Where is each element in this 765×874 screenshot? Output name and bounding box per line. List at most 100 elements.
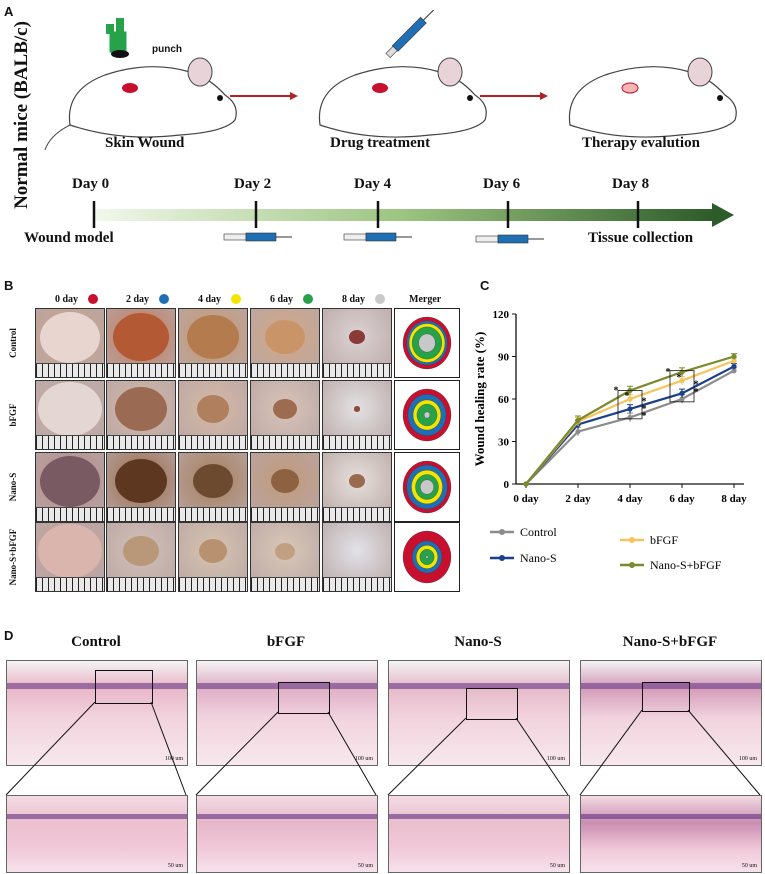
day-color-dot	[303, 294, 313, 304]
day-color-dot	[231, 294, 241, 304]
wound-photo	[322, 452, 392, 522]
syringe-row	[223, 232, 544, 244]
panel-d-letter: D	[4, 628, 14, 643]
y-tick-label: 30	[498, 437, 510, 449]
data-point	[627, 414, 633, 421]
data-point	[575, 428, 581, 435]
step-drug-treatment: Drug treatment	[330, 135, 431, 151]
panel-a-letter: A	[4, 4, 14, 19]
histology-group-title: bFGF	[266, 634, 306, 650]
ruler	[179, 435, 247, 449]
wound-photo	[250, 452, 320, 522]
row-label: Nano-S+bFGF	[8, 528, 18, 586]
wound-area	[115, 458, 167, 504]
significance-star: *	[666, 367, 671, 378]
data-point	[627, 396, 633, 402]
significance-star: *	[694, 380, 699, 391]
legend-label: Nano-S	[520, 551, 557, 565]
mouse-icon	[318, 57, 487, 138]
wound-photo	[178, 452, 248, 522]
ruler	[36, 435, 104, 449]
zoom-region-box	[278, 682, 330, 714]
significance-star: *	[642, 397, 647, 408]
wound-photo	[106, 522, 176, 592]
wound-area	[38, 381, 102, 437]
day-column-header: 2 day	[126, 294, 150, 305]
day-column-header: 4 day	[198, 294, 222, 305]
wound-photo	[322, 308, 392, 378]
x-tick-label: 8 day	[721, 493, 747, 505]
ruler	[179, 507, 247, 521]
histology-zoom-image: 50 um	[388, 795, 570, 873]
histology-group-title: Nano-S+bFGF	[622, 634, 718, 650]
wound-photo	[106, 452, 176, 522]
zoom-region-box	[642, 682, 690, 712]
wound-photo	[106, 380, 176, 450]
significance-star: *	[614, 385, 619, 396]
wound-area	[271, 469, 299, 493]
ruler	[251, 363, 319, 377]
data-point	[731, 363, 737, 370]
data-point	[679, 377, 685, 384]
wound-area	[40, 311, 100, 363]
timeline-day-2: Day 2	[234, 176, 272, 192]
wound-photo	[35, 452, 105, 522]
mouse-icon	[44, 57, 237, 150]
legend-label: Nano-S+bFGF	[650, 558, 722, 572]
data-point	[575, 417, 581, 423]
wound-photo	[322, 380, 392, 450]
day-column-header: 8 day	[342, 294, 366, 305]
legend-marker	[629, 537, 635, 543]
scale-bar-label: 100 um	[164, 756, 183, 762]
merger-image	[394, 380, 460, 450]
ruler	[107, 507, 175, 521]
ruler	[107, 435, 175, 449]
legend-label: bFGF	[650, 533, 678, 547]
histology-group-title: Nano-S	[454, 634, 502, 650]
wound-area	[273, 398, 297, 420]
x-tick-label: 4 day	[617, 493, 643, 505]
histology-zoom-image: 50 um	[6, 795, 188, 873]
x-tick-label: 2 day	[565, 493, 591, 505]
ruler	[107, 363, 175, 377]
timeline-end-label: Tissue collection	[588, 230, 694, 246]
wound-area	[197, 395, 229, 423]
wound-photo	[35, 380, 105, 450]
panel-c-letter: C	[480, 278, 490, 293]
data-point	[679, 396, 685, 402]
significance-star: *	[625, 391, 630, 402]
wound-photo	[322, 522, 392, 592]
wound-photo	[250, 522, 320, 592]
significance-star: *	[677, 373, 682, 384]
significance-star: *	[642, 411, 647, 422]
syringe-icon	[223, 232, 292, 242]
merger-image	[394, 308, 460, 378]
legend-marker	[629, 562, 635, 568]
scale-bar-label: 50 um	[741, 863, 757, 869]
legend-marker	[499, 529, 505, 535]
wound-area	[40, 455, 100, 507]
day-color-dot	[88, 294, 98, 304]
ruler	[251, 577, 319, 591]
histology-zoom-image: 50 um	[196, 795, 378, 873]
y-axis-label: Wound healing rate (%)	[472, 332, 487, 467]
histology-zoom-image: 50 um	[580, 795, 762, 873]
merger-header: Merger	[409, 294, 442, 305]
series-line	[525, 365, 735, 485]
wound-photo	[178, 308, 248, 378]
panel-b-letter: B	[4, 278, 14, 293]
punch-icon	[106, 18, 129, 58]
x-tick-label: 0 day	[513, 493, 539, 505]
histology-group-title: Control	[71, 634, 121, 650]
row-label: Nano-S	[8, 472, 18, 502]
timeline-day-8: Day 8	[612, 176, 650, 192]
series-line	[525, 359, 735, 485]
ruler	[179, 577, 247, 591]
significance-bracket	[617, 390, 643, 420]
ruler	[251, 507, 319, 521]
timeline-arrow	[92, 201, 734, 228]
wound-photo	[35, 308, 105, 378]
wound-photo	[106, 308, 176, 378]
ruler	[251, 435, 319, 449]
punch-label: punch	[152, 44, 182, 55]
